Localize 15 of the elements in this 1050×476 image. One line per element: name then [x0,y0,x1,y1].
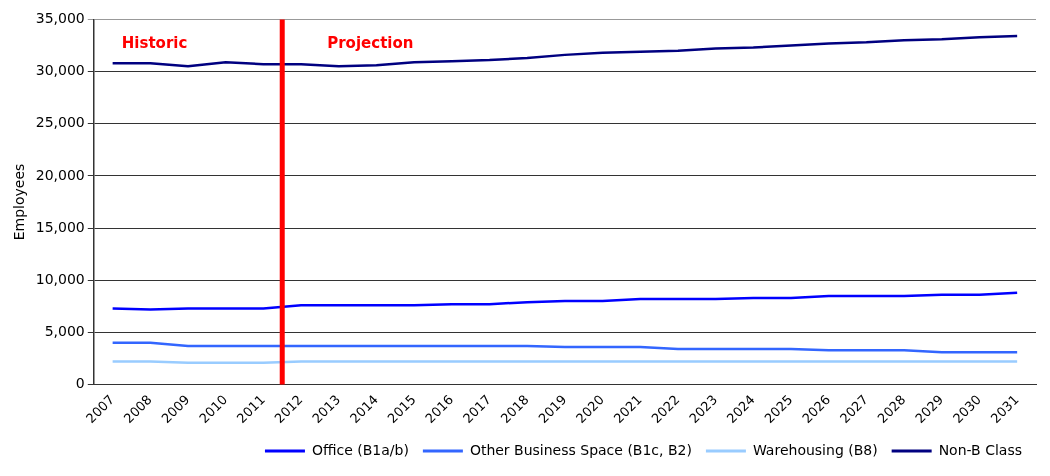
y-tick-label: 25,000 [35,114,85,131]
legend-label: Other Business Space (B1c, B2) [469,441,692,458]
y-tick-label: 5,000 [44,323,85,340]
y-tick-label: 30,000 [35,62,85,79]
y-tick-label: 10,000 [35,270,85,287]
legend-label: Warehousing (B8) [752,441,878,458]
legend-label: Office (B1a/b) [311,441,409,458]
legend-label: Non-B Class [938,441,1023,458]
y-tick-label: 20,000 [35,166,85,183]
y-axis-title: Employees [11,163,28,241]
annotation: Historic [121,34,188,53]
y-tick-label: 35,000 [35,10,85,27]
y-tick-label: 0 [75,375,85,392]
annotation: Projection [327,34,414,53]
y-tick-label: 15,000 [35,218,85,235]
